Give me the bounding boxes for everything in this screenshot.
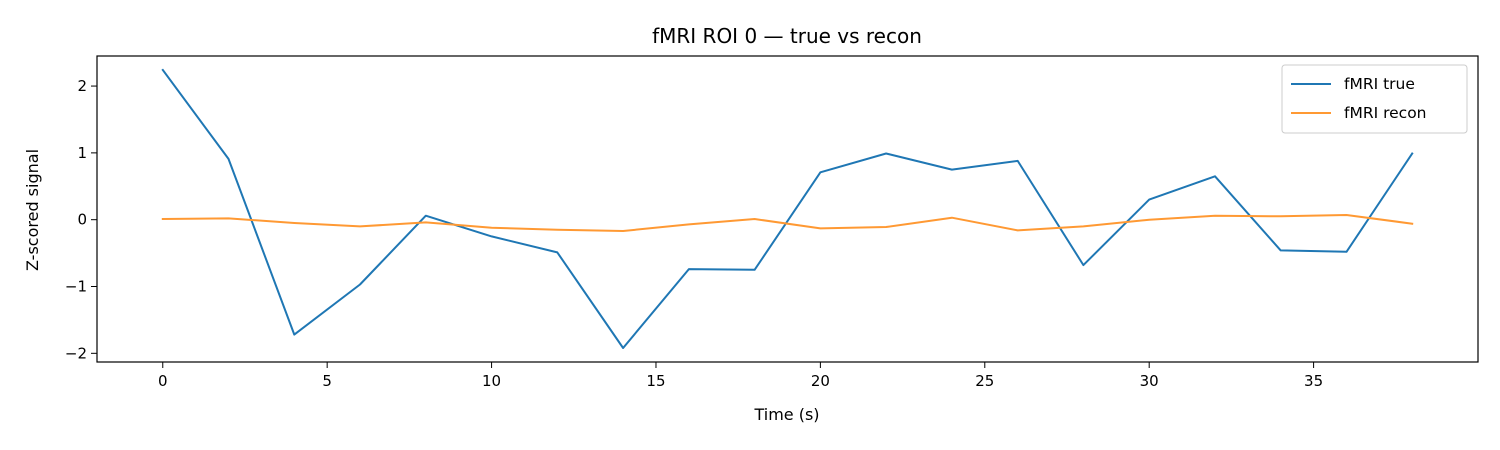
series-lines	[161, 68, 1414, 349]
x-tick-label: 15	[646, 372, 665, 390]
y-tick-label: 1	[77, 144, 87, 162]
axis-ticks: 0 5 10 15 20 25 30 35 −2 −1 0 1 2	[65, 77, 1323, 390]
y-tick-label: −2	[65, 344, 87, 362]
x-tick-label: 35	[1304, 372, 1323, 390]
y-tick-label: −1	[65, 278, 87, 296]
legend-label-fmri-true: fMRI true	[1344, 75, 1415, 93]
x-tick-label: 5	[322, 372, 332, 390]
chart-title: fMRI ROI 0 — true vs recon	[652, 24, 922, 48]
x-tick-label: 20	[811, 372, 830, 390]
x-axis-title: Time (s)	[753, 405, 819, 424]
y-tick-label: 2	[77, 77, 87, 95]
series-line-fmri-recon	[161, 214, 1414, 232]
x-tick-label: 10	[482, 372, 501, 390]
y-axis-title: Z-scored signal	[23, 149, 42, 271]
legend-label-fmri-recon: fMRI recon	[1344, 104, 1427, 122]
y-tick-label: 0	[77, 211, 87, 229]
plot-area	[96, 55, 1479, 363]
x-tick-label: 0	[158, 372, 168, 390]
x-tick-label: 30	[1140, 372, 1159, 390]
x-tick-label: 25	[975, 372, 994, 390]
legend: fMRI true fMRI recon	[1281, 64, 1468, 134]
series-line-fmri-true	[161, 68, 1414, 349]
legend-box	[1281, 64, 1468, 134]
